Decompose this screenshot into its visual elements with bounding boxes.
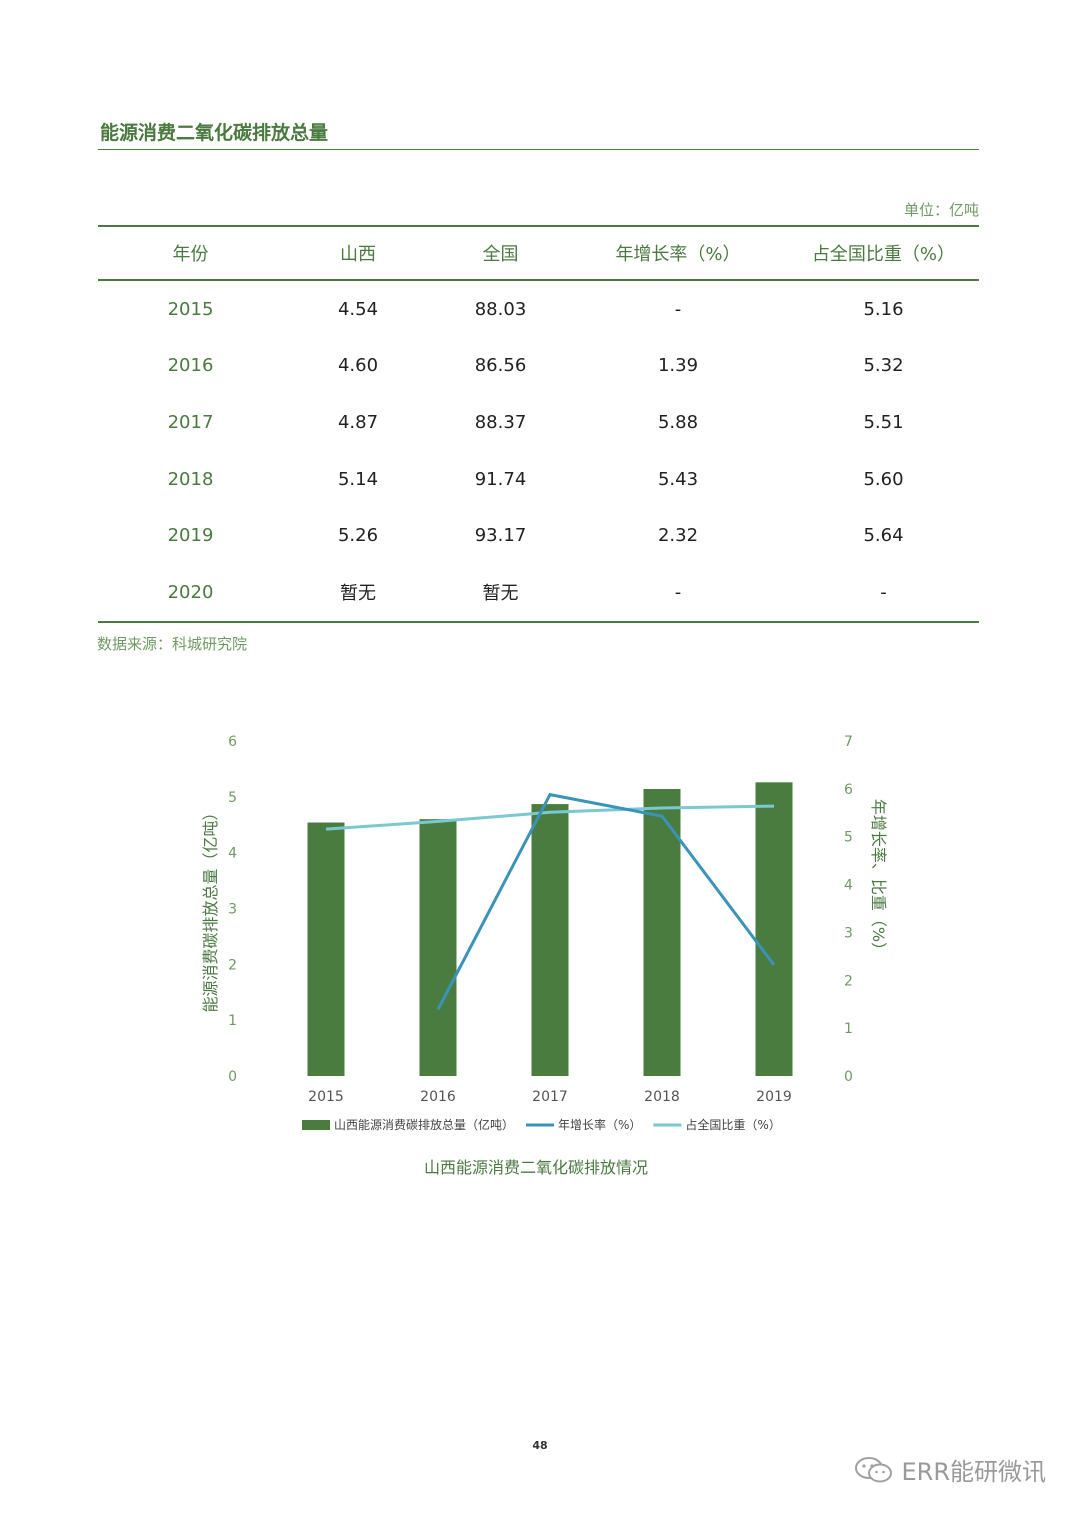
left-y-tick-label: 6	[228, 734, 237, 750]
cell-growth-rate: 2.32	[568, 507, 788, 564]
right-y-tick-label: 4	[844, 878, 853, 894]
growth-rate-line	[438, 795, 774, 1010]
table-row: 2015 4.54 88.03 - 5.16	[98, 280, 979, 338]
left-y-tick-label: 5	[228, 790, 237, 806]
cell-year: 2019	[98, 507, 283, 564]
cell-shanxi: 4.54	[283, 280, 433, 338]
cell-national: 暂无	[433, 564, 568, 622]
x-tick-label: 2015	[308, 1089, 344, 1105]
bar-2016	[420, 819, 457, 1076]
left-y-tick-label: 1	[228, 1013, 237, 1029]
cell-national-share: 5.51	[788, 394, 979, 451]
x-tick-label: 2016	[420, 1089, 456, 1105]
header-national-share: 占全国比重（%）	[788, 226, 979, 280]
cell-year: 2016	[98, 338, 283, 395]
table-row: 2018 5.14 91.74 5.43 5.60	[98, 451, 979, 508]
cell-national: 88.03	[433, 280, 568, 338]
legend-label: 占全国比重（%）	[685, 1117, 780, 1132]
right-y-tick-label: 2	[844, 973, 853, 989]
cell-national-share: 5.16	[788, 280, 979, 338]
left-y-tick-label: 4	[228, 846, 237, 862]
watermark: ERR能研微讯	[853, 1452, 1046, 1487]
cell-year: 2015	[98, 280, 283, 338]
cell-growth-rate: 1.39	[568, 338, 788, 395]
legend-label: 年增长率（%）	[558, 1117, 641, 1132]
right-y-tick-label: 6	[844, 782, 853, 798]
right-y-tick-label: 3	[844, 925, 853, 941]
cell-shanxi: 4.60	[283, 338, 433, 395]
legend-label: 山西能源消费碳排放总量（亿吨）	[334, 1117, 514, 1132]
table-row: 2017 4.87 88.37 5.88 5.51	[98, 394, 979, 451]
emissions-combo-chart: 0 1 2 3 4 5 6 0 1 2 3 4 5 6 7 2015 2016 2017 2018 2019 能源消费碳…	[180, 720, 900, 1150]
x-tick-label: 2017	[532, 1089, 568, 1105]
x-tick-label: 2018	[644, 1089, 680, 1105]
x-tick-label: 2019	[756, 1089, 792, 1105]
cell-national: 88.37	[433, 394, 568, 451]
watermark-text: ERR能研微讯	[901, 1452, 1046, 1487]
table-row: 2019 5.26 93.17 2.32 5.64	[98, 507, 979, 564]
cell-national-share: 5.32	[788, 338, 979, 395]
cell-national: 86.56	[433, 338, 568, 395]
header-growth-rate: 年增长率（%）	[568, 226, 788, 280]
right-y-tick-label: 1	[844, 1021, 853, 1037]
emissions-table: 年份 山西 全国 年增长率（%） 占全国比重（%） 2015 4.54 88.0…	[98, 225, 979, 623]
cell-national-share: 5.60	[788, 451, 979, 508]
cell-national-share: 5.64	[788, 507, 979, 564]
cell-national: 93.17	[433, 507, 568, 564]
legend-swatch-bar	[302, 1120, 330, 1130]
data-source: 数据来源：科城研究院	[97, 633, 247, 654]
page-number: 48	[0, 1439, 1080, 1452]
cell-shanxi: 4.87	[283, 394, 433, 451]
header-national: 全国	[433, 226, 568, 280]
unit-label: 单位：亿吨	[904, 199, 979, 220]
cell-growth-rate: 5.88	[568, 394, 788, 451]
cell-year: 2020	[98, 564, 283, 622]
cell-shanxi: 5.26	[283, 507, 433, 564]
bar-2017	[532, 804, 569, 1076]
header-shanxi: 山西	[283, 226, 433, 280]
cell-national-share: -	[788, 564, 979, 622]
table-row: 2020 暂无 暂无 - -	[98, 564, 979, 622]
cell-shanxi: 暂无	[283, 564, 433, 622]
right-y-tick-label: 5	[844, 830, 853, 846]
cell-growth-rate: 5.43	[568, 451, 788, 508]
right-y-tick-label: 0	[844, 1069, 853, 1085]
cell-year: 2017	[98, 394, 283, 451]
cell-shanxi: 5.14	[283, 451, 433, 508]
bar-2019	[756, 782, 793, 1076]
section-title: 能源消费二氧化碳排放总量	[100, 118, 328, 145]
cell-national: 91.74	[433, 451, 568, 508]
cell-growth-rate: -	[568, 564, 788, 622]
cell-growth-rate: -	[568, 280, 788, 338]
bar-2015	[308, 823, 345, 1076]
right-y-axis-label: 年增长率、比重（%）	[869, 799, 888, 958]
left-y-axis-label: 能源消费碳排放总量（亿吨）	[201, 804, 220, 1012]
left-y-tick-label: 3	[228, 902, 237, 918]
table-header-row: 年份 山西 全国 年增长率（%） 占全国比重（%）	[98, 226, 979, 280]
header-year: 年份	[98, 226, 283, 280]
left-y-tick-label: 2	[228, 957, 237, 973]
chart-caption: 山西能源消费二氧化碳排放情况	[0, 1154, 1072, 1178]
right-y-tick-label: 7	[844, 734, 853, 750]
left-y-tick-label: 0	[228, 1069, 237, 1085]
wechat-icon	[853, 1455, 895, 1485]
table-row: 2016 4.60 86.56 1.39 5.32	[98, 338, 979, 395]
cell-year: 2018	[98, 451, 283, 508]
title-divider	[98, 149, 979, 150]
